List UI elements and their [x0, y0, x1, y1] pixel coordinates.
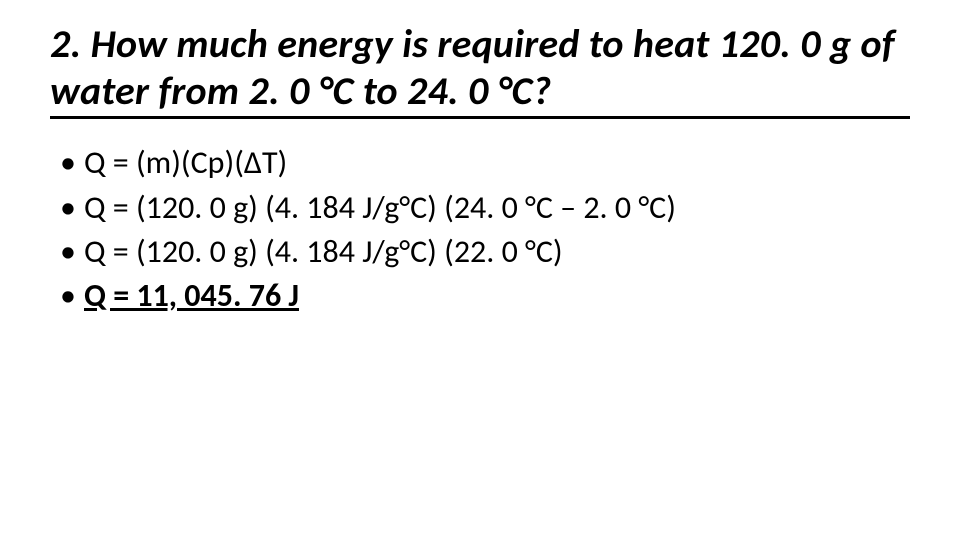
list-item: Q = (120. 0 g) (4. 184 J/g°C) (24. 0 °C … [60, 186, 910, 230]
problem-title: 2. How much energy is required to heat 1… [50, 20, 910, 119]
list-item: Q = 11, 045. 76 J [60, 274, 910, 318]
step-formula: Q = (m)(Cp)(ΔT) [84, 143, 287, 182]
step-answer: Q = 11, 045. 76 J [84, 276, 299, 315]
step-substitution: Q = (120. 0 g) (4. 184 J/g°C) (24. 0 °C … [84, 188, 676, 227]
step-simplified: Q = (120. 0 g) (4. 184 J/g°C) (22. 0 °C) [84, 232, 563, 271]
list-item: Q = (120. 0 g) (4. 184 J/g°C) (22. 0 °C) [60, 230, 910, 274]
solution-steps-list: Q = (m)(Cp)(ΔT) Q = (120. 0 g) (4. 184 J… [50, 141, 910, 318]
slide: 2. How much energy is required to heat 1… [0, 0, 960, 540]
list-item: Q = (m)(Cp)(ΔT) [60, 141, 910, 185]
